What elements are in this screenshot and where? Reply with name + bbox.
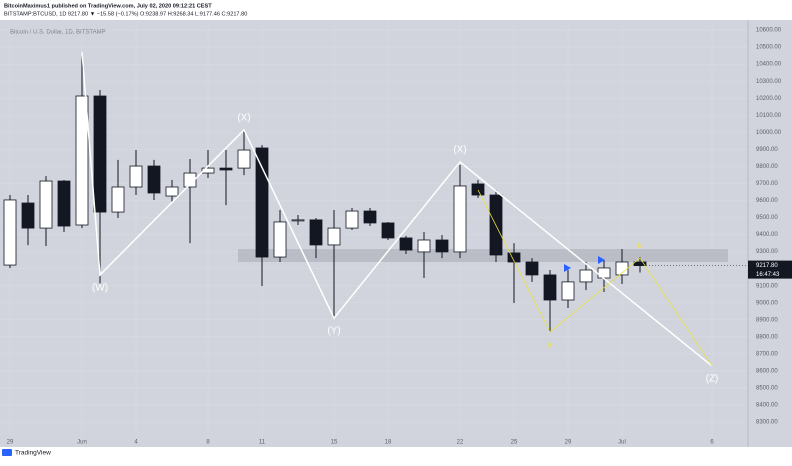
logo-icon [2,449,12,456]
y-tick-label: 8500.00 [756,385,778,391]
candle-body [579,269,593,283]
candle-body [597,267,611,279]
candle-body [39,180,53,229]
candle-body [309,219,323,246]
y-tick-label: 10500.00 [756,45,782,51]
y-tick-label: 9800.00 [756,164,778,170]
y-tick-label: 9900.00 [756,147,778,153]
x-tick-label: Jun [77,440,87,446]
candle-body [561,281,575,301]
y-tick-label: 9000.00 [756,300,778,306]
candle-body [543,274,557,301]
x-tick-label: 25 [511,440,518,446]
x-tick-label: 4 [134,440,138,446]
candle-body [615,261,629,276]
signal-marker [598,256,605,264]
x-tick-label: 18 [385,440,392,446]
y-tick-label: 8800.00 [756,334,778,340]
x-tick-label: 22 [457,440,464,446]
candle-body [255,147,269,258]
y-tick-label: 8300.00 [756,420,778,426]
candle-body [345,210,359,229]
candle-body [453,185,467,253]
y-tick-label: 9300.00 [756,249,778,255]
x-tick-label: Jul [618,440,626,446]
y-tick-label: 10600.00 [756,28,782,34]
x-tick-label: 6 [710,440,714,446]
candle-body [183,172,197,188]
candle-body [57,180,71,227]
candle-body [21,202,35,229]
candle-body [363,210,377,224]
zone [238,249,728,262]
y-tick-label: 8400.00 [756,403,778,409]
wave-label: (X) [453,145,466,156]
wave-line [81,51,713,367]
wave-label: (W) [92,283,108,294]
x-tick-label: 29 [565,440,572,446]
footer-brand: TradingView [15,450,51,457]
ticker: BITSTAMP:BTCUSD, 1D 9217.80 ▼ −15.58 (−0… [4,11,247,17]
price-tag-label: 9217.80 [756,263,778,269]
candle-body [327,227,341,246]
y-tick-label: 9700.00 [756,181,778,187]
x-tick-label: 15 [331,440,338,446]
y-tick-label: 8900.00 [756,317,778,323]
y-tick-label: 9100.00 [756,283,778,289]
wave-label: (Z) [706,374,719,385]
candle-body [291,219,305,222]
candle-body [147,165,161,194]
candle-body [417,239,431,253]
candle-body [111,186,125,213]
candle-body [165,186,179,197]
candle-body [381,222,395,239]
x-tick-label: 29 [7,440,14,446]
x-tick-label: 11 [259,440,266,446]
candle-body [525,261,539,276]
y-tick-label: 9400.00 [756,232,778,238]
y-tick-label: 9500.00 [756,215,778,221]
wave-label: (Y) [327,326,340,337]
x-tick-label: 8 [206,440,210,446]
candle-body [435,239,449,253]
wave-label: b [638,243,642,250]
candle-body [633,261,647,266]
y-tick-label: 8600.00 [756,368,778,374]
y-tick-label: 10300.00 [756,79,782,85]
y-tick-label: 10100.00 [756,113,782,119]
countdown-label: 16:47:43 [756,272,780,278]
wave-label: (X) [237,113,250,124]
y-tick-label: 8700.00 [756,351,778,357]
candle-body [75,95,89,226]
wave-label: a [548,342,552,349]
publisher: BitcoinMaximus1 published on TradingView… [4,3,212,9]
candle-body [3,199,17,266]
signal-marker [564,264,571,272]
candle-body [93,95,107,213]
candle-body [471,183,485,196]
chart-background [0,20,792,447]
candle-body [237,149,251,169]
candle-body [201,167,215,174]
y-tick-label: 10000.00 [756,130,782,136]
candle-body [399,237,413,251]
price-tag [748,260,792,279]
y-tick-label: 10200.00 [756,96,782,102]
candle-body [219,167,233,171]
candle-body [507,252,521,263]
y-tick-label: 10400.00 [756,62,782,68]
y-tick-label: 9600.00 [756,198,778,204]
candle-body [129,165,143,188]
candle-body [273,221,287,258]
chart-title: Bitcoin / U.S. Dollar, 1D, BITSTAMP [10,30,106,36]
wave-line [477,189,713,367]
